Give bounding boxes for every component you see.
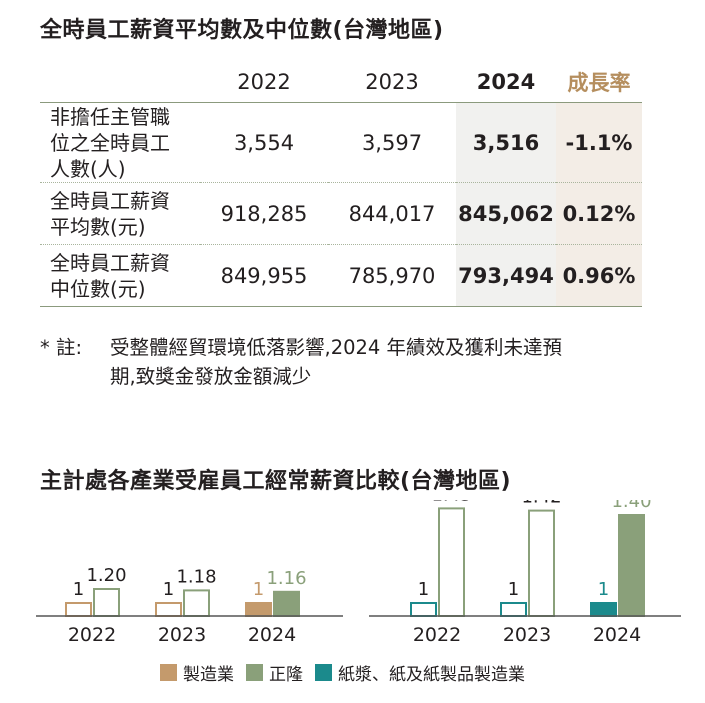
bar-manufacturing-2022: [65, 602, 92, 617]
cell-2023: 785,970: [348, 263, 436, 288]
legend-item-manufacturing: 製造業: [160, 660, 234, 685]
cell-growth: -1.1%: [556, 102, 642, 183]
bar-zhenglong-2022: [438, 507, 465, 617]
cell-2023: 3,597: [361, 130, 423, 155]
label-zhenglong-2024: 1.16: [266, 568, 306, 589]
cell-2024: 845,062: [456, 182, 556, 245]
tick-label-2023: 2023: [158, 624, 206, 646]
footnote-line-2: 期,致獎金發放金額減少: [110, 365, 312, 388]
cell-2022: 3,554: [233, 130, 295, 155]
legend-swatch-manufacturing: [160, 664, 177, 681]
label-ref-2022: 1: [418, 579, 429, 600]
header-2023: 2023: [365, 70, 419, 94]
legend-label-manufacturing: 製造業: [183, 665, 234, 685]
cell-2024: 793,494: [456, 244, 556, 307]
label-zhenglong-2022: 1.43: [431, 500, 471, 505]
bar-charts: 11.20202211.18202311.16202411.43202211.4…: [36, 500, 681, 646]
legend-label-zhenglong: 正隆: [269, 665, 303, 685]
header-2024: 2024: [456, 62, 556, 103]
chart-title: 主計處各產業受雇員工經常薪資比較(台灣地區): [40, 469, 512, 494]
cell-2022: 849,955: [220, 263, 308, 288]
row-label-median: 全時員工薪資 中位數(元): [50, 250, 170, 301]
bar-manufacturing-2023: [155, 602, 182, 617]
bar-paper-2023: [500, 602, 527, 617]
footnote: * 註: 受整體經貿環境低落影響,2024 年績效及獲利未達預 期,致獎金發放金額…: [40, 333, 690, 391]
tick-label-2024: 2024: [248, 624, 296, 646]
header-blank: [40, 62, 200, 103]
legend-label-paper: 紙漿、紙及紙製品製造業: [338, 665, 525, 685]
label-zhenglong-2023: 1.18: [176, 566, 216, 587]
legend-swatch-zhenglong: [246, 664, 263, 681]
bar-zhenglong-2024: [273, 590, 300, 618]
label-ref-2024: 1: [598, 579, 609, 600]
label-zhenglong-2024: 1.40: [611, 500, 651, 512]
cell-2023: 844,017: [348, 201, 436, 226]
legend: 製造業 正隆 紙漿、紙及紙製品製造業: [160, 660, 537, 685]
header-2022: 2022: [237, 70, 291, 94]
tick-label-2022: 2022: [68, 624, 116, 646]
footnote-line-1: 受整體經貿環境低落影響,2024 年績效及獲利未達預: [110, 336, 563, 359]
table-row: 非擔任主管職 位之全時員工 人數(人) 3,554 3,597 3,516 -1…: [40, 102, 642, 183]
tick-label-2024: 2024: [593, 624, 641, 646]
cell-growth: 0.96%: [556, 244, 642, 307]
label-ref-2024: 1: [253, 579, 264, 600]
cell-2024: 3,516: [456, 102, 556, 183]
label-ref-2023: 1: [508, 579, 519, 600]
header-growth: 成長率: [556, 62, 642, 103]
cell-2022: 918,285: [220, 201, 308, 226]
footnote-mark: * 註:: [40, 336, 83, 359]
bar-zhenglong-2023: [528, 509, 555, 618]
label-zhenglong-2023: 1.42: [521, 500, 561, 508]
table-row: 全時員工薪資 中位數(元) 849,955 785,970 793,494 0.…: [40, 244, 642, 307]
table-row: 全時員工薪資 平均數(元) 918,285 844,017 845,062 0.…: [40, 182, 642, 245]
bar-zhenglong-2022: [93, 588, 120, 617]
bar-manufacturing-2024: [245, 602, 272, 617]
table-header-row: 2022 2023 2024 成長率: [40, 62, 642, 103]
legend-item-paper: 紙漿、紙及紙製品製造業: [315, 660, 525, 685]
label-ref-2022: 1: [73, 579, 84, 600]
label-ref-2023: 1: [163, 579, 174, 600]
table-title: 全時員工薪資平均數及中位數(台灣地區): [40, 18, 444, 43]
legend-item-zhenglong: 正隆: [246, 660, 303, 685]
bar-paper-2024: [590, 602, 617, 617]
salary-table: 2022 2023 2024 成長率 非擔任主管職 位之全時員工 人數(人) 3…: [40, 62, 642, 307]
bar-zhenglong-2023: [183, 589, 210, 618]
row-label-headcount: 非擔任主管職 位之全時員工 人數(人): [50, 104, 170, 181]
legend-swatch-paper: [315, 664, 332, 681]
bar-paper-2022: [410, 602, 437, 617]
cell-growth: 0.12%: [556, 182, 642, 245]
label-zhenglong-2022: 1.20: [86, 565, 126, 586]
bar-zhenglong-2024: [618, 514, 645, 617]
row-label-average: 全時員工薪資 平均數(元): [50, 188, 170, 239]
tick-label-2023: 2023: [503, 624, 551, 646]
tick-label-2022: 2022: [413, 624, 461, 646]
